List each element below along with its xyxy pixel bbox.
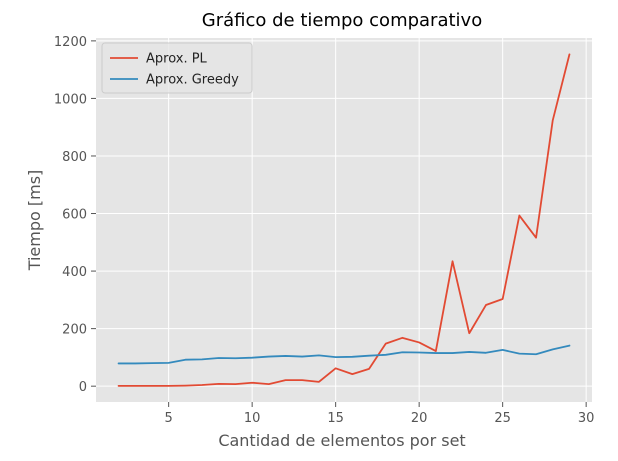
x-tick-label: 10 (244, 411, 261, 426)
y-tick-label: 1200 (54, 35, 87, 50)
x-tick-label: 15 (327, 411, 344, 426)
legend-box (101, 42, 253, 94)
x-tick-label: 5 (165, 411, 173, 426)
x-tick-label: 30 (578, 411, 595, 426)
series-line-aprox-greedy (117, 344, 571, 365)
axis-ticks: 5 10 15 20 25 30 0 200 400 600 800 1000 1200 (54, 35, 595, 426)
y-tick-label: 0 (79, 380, 87, 395)
grid-lines (96, 38, 592, 402)
x-tick-label: 25 (494, 411, 511, 426)
series-line-aprox-pl (117, 53, 571, 387)
x-axis-label: Cantidad de elementos por set (218, 431, 465, 450)
y-tick-label: 800 (62, 150, 87, 165)
y-axis-label: Tiempo [ms] (25, 170, 44, 272)
y-tick-label: 600 (62, 208, 87, 223)
y-tick-label: 1000 (54, 92, 87, 107)
legend-label-aprox-pl: Aprox. PL (146, 52, 208, 67)
x-tick-label: 20 (411, 411, 428, 426)
chart-title: Gráfico de tiempo comparativo (202, 10, 482, 31)
y-tick-label: 200 (62, 323, 87, 338)
legend: Aprox. PL Aprox. Greedy (101, 42, 253, 94)
legend-label-aprox-greedy: Aprox. Greedy (146, 73, 239, 88)
series-lines (117, 53, 571, 387)
y-tick-label: 400 (62, 265, 87, 280)
